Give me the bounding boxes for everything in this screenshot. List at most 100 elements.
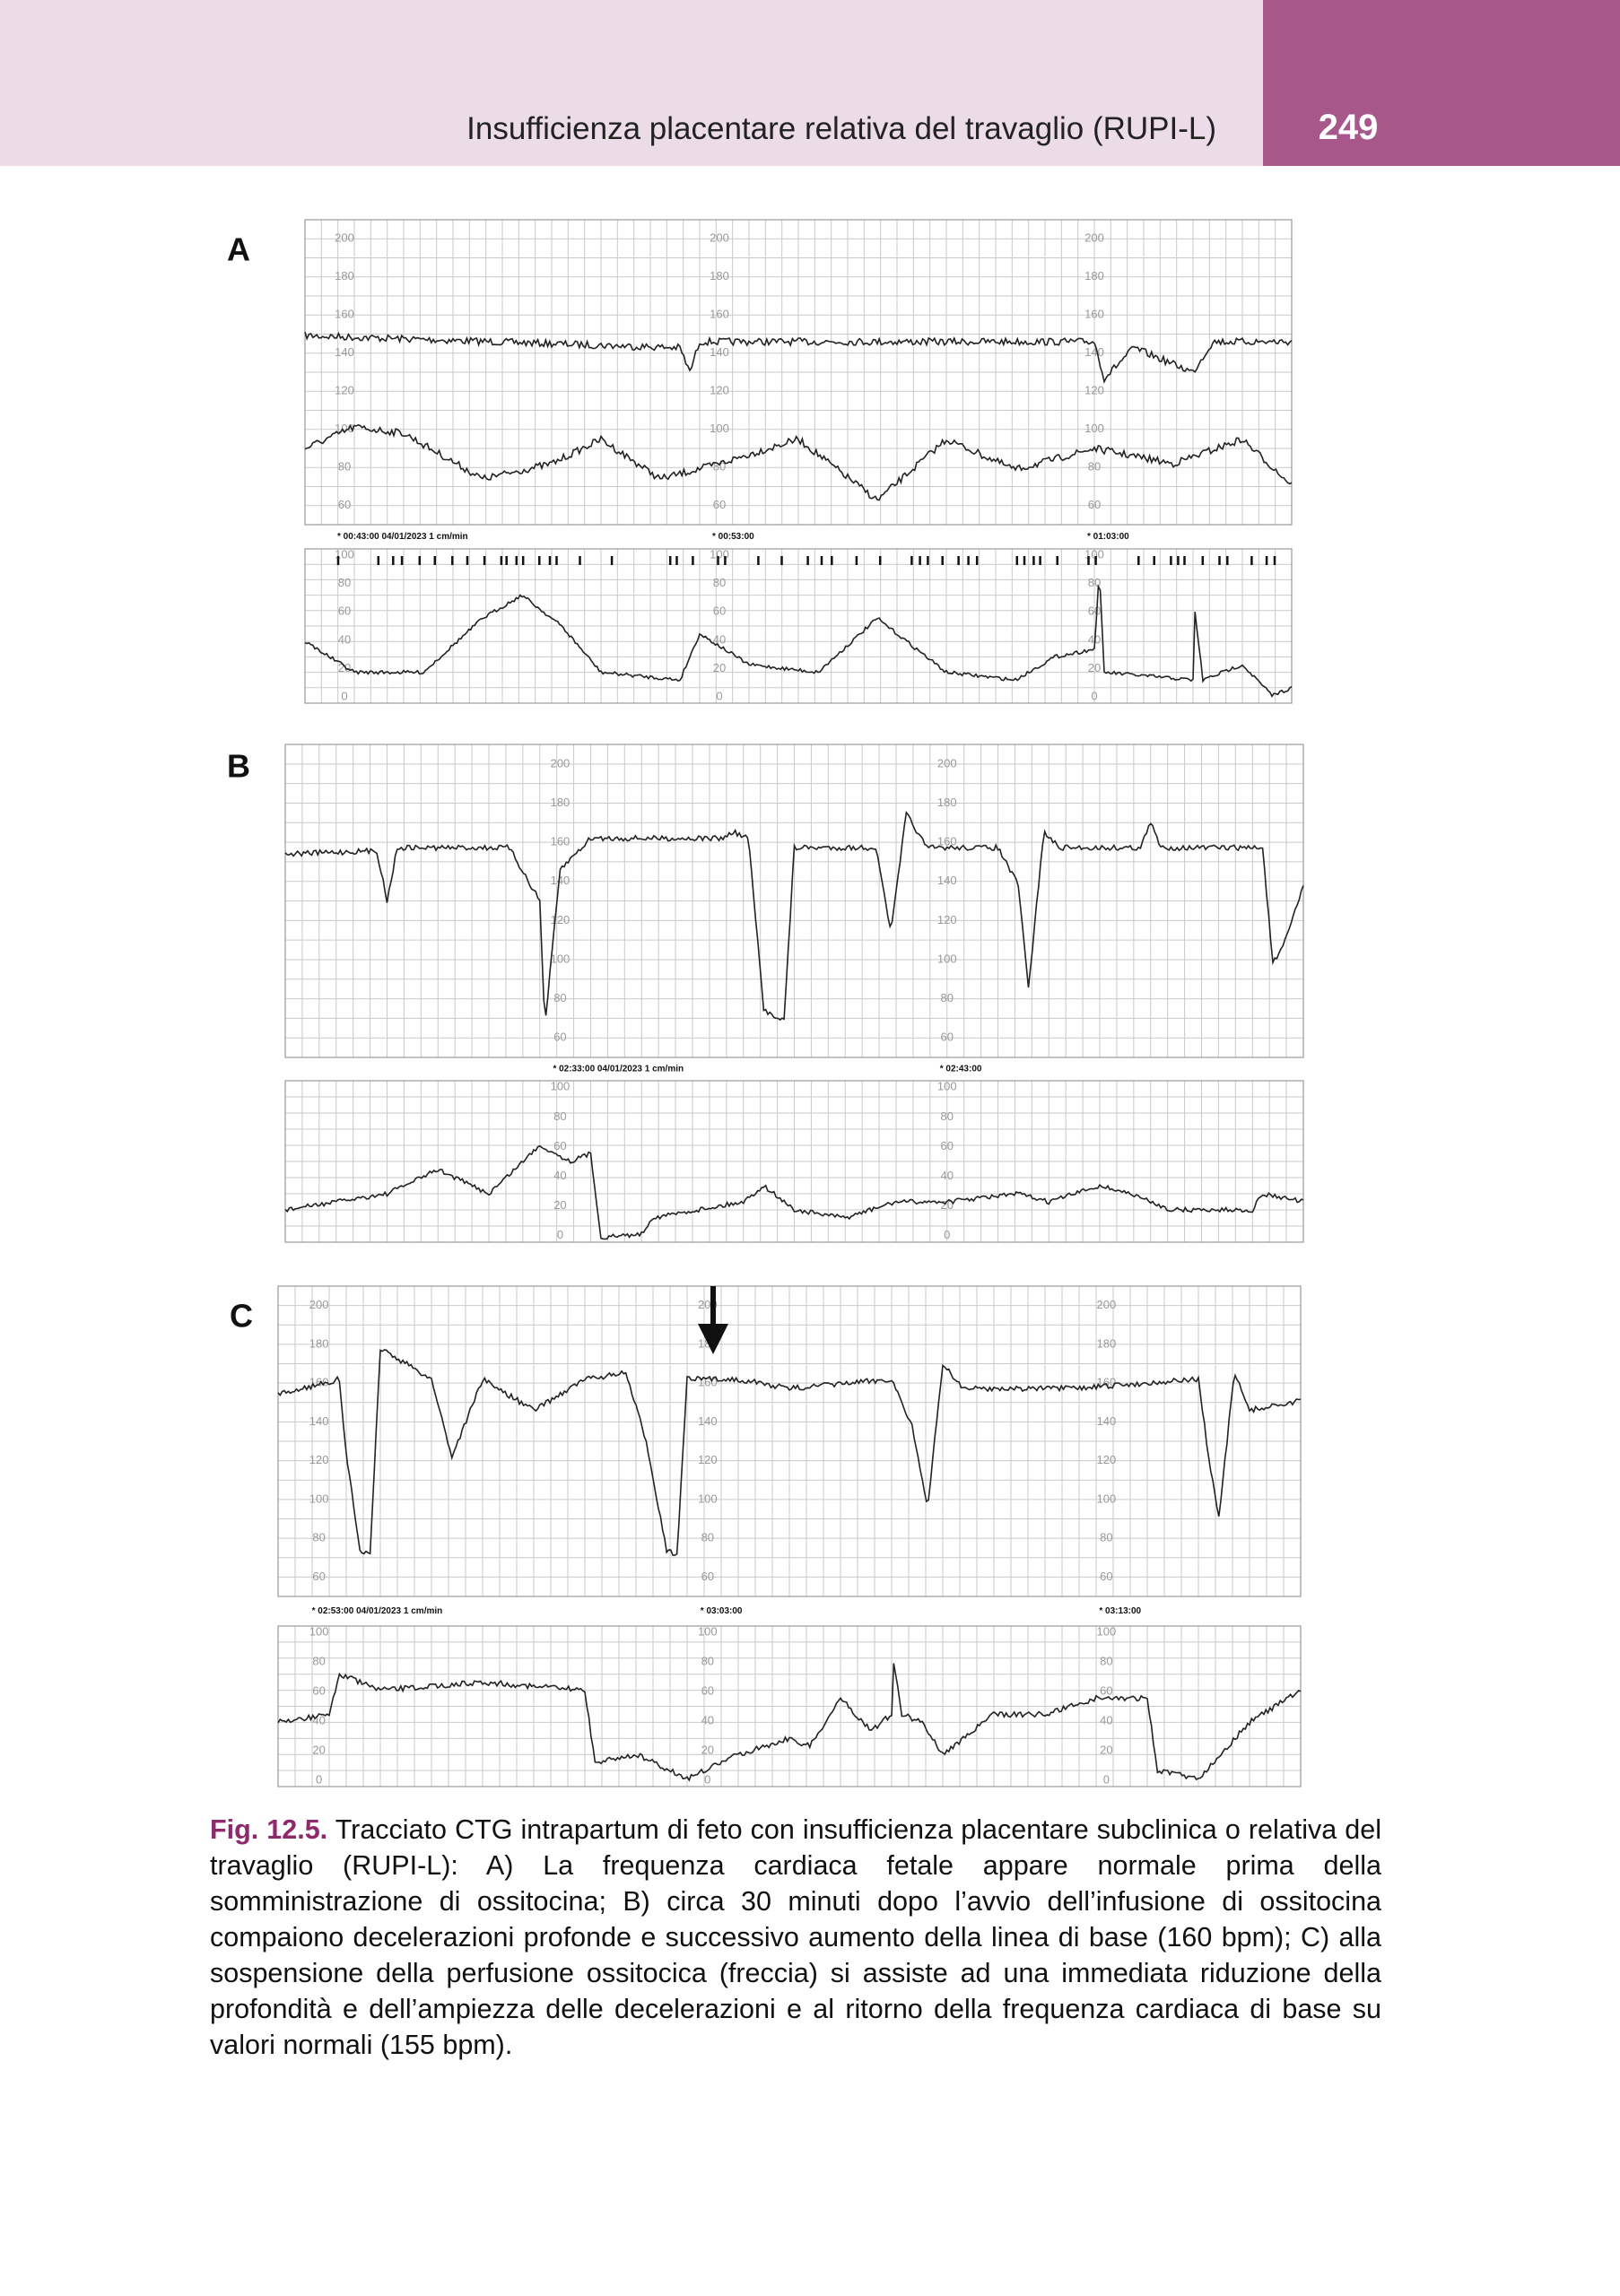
timestamp: * 02:33:00 04/01/2023 1 cm/min [553, 1065, 684, 1074]
fhr-tick-label: 80 [1100, 1531, 1112, 1544]
uc-tick-label: 20 [1088, 661, 1101, 674]
fhr-tick-label: 60 [338, 498, 351, 511]
fhr-tick-label: 160 [1084, 308, 1104, 321]
uc-tick-label: 100 [309, 1625, 329, 1639]
fhr-tick-label: 80 [941, 991, 954, 1004]
fhr-tick-label: 120 [309, 1453, 329, 1466]
uc-tick-label: 40 [713, 632, 726, 646]
uc-tick-label: 20 [553, 1198, 566, 1212]
header-tab [1263, 0, 1620, 166]
fhr-tick-label: 120 [1084, 384, 1104, 397]
grid-frame [304, 219, 1293, 526]
uc-tick-label: 20 [941, 1198, 954, 1212]
page-number: 249 [1318, 108, 1379, 147]
uc-tick-label: 60 [553, 1139, 566, 1152]
fhr-tick-label: 120 [1097, 1453, 1117, 1466]
fhr-tick-label: 180 [551, 796, 570, 809]
uc-tick-label: 100 [335, 547, 354, 561]
fhr-tick-label: 100 [937, 952, 957, 965]
fhr-tick-label: 180 [937, 796, 957, 809]
fhr-tick-label: 100 [309, 1492, 329, 1505]
ctg-figure: A 200180160140120100806010080604020020018… [227, 219, 1304, 1787]
uc-tick-label: 60 [312, 1683, 325, 1697]
figure-caption: Fig. 12.5. Tracciato CTG intrapartum di … [210, 1812, 1381, 2063]
timestamp: * 00:43:00 04/01/2023 1 cm/min [337, 532, 468, 542]
uc-tick-label: 60 [1100, 1683, 1112, 1697]
fhr-tick-label: 180 [309, 1336, 329, 1350]
caption-label: Fig. 12.5. [210, 1814, 328, 1845]
fhr-tick-label: 60 [553, 1031, 566, 1044]
fhr-tick-label: 160 [551, 835, 570, 848]
grid-frame [277, 1625, 1302, 1787]
grid-frame [284, 744, 1304, 1058]
timestamp: * 02:43:00 [940, 1065, 982, 1074]
fhr-tick-label: 120 [551, 913, 570, 926]
fhr-tick-label: 100 [710, 422, 729, 435]
uc-tick-label: 60 [701, 1683, 714, 1697]
uc-tick-label: 100 [1097, 1625, 1117, 1639]
grid-frame [304, 548, 1293, 704]
grid [304, 548, 1293, 704]
panel-label: B [227, 748, 250, 785]
fhr-tick-label: 140 [1084, 345, 1104, 359]
fhr-tick-label: 80 [338, 460, 351, 474]
fhr-tick-label: 140 [551, 874, 570, 887]
fhr-tick-label: 200 [1084, 231, 1104, 245]
fhr-tick-label: 200 [937, 756, 957, 770]
fhr-tick-label: 140 [937, 874, 957, 887]
fhr-tick-label: 140 [309, 1414, 329, 1428]
fhr-tick-label: 80 [1088, 460, 1101, 474]
uc-tick-label: 40 [312, 1713, 325, 1726]
fhr-tick-label: 80 [312, 1531, 325, 1544]
fhr-tick-label: 60 [1100, 1570, 1112, 1583]
uc-tick-label: 40 [1100, 1713, 1112, 1726]
panel-label: C [230, 1298, 253, 1335]
grid [284, 744, 1304, 1058]
fhr-trace [304, 423, 1293, 501]
fhr-tick-label: 200 [710, 231, 729, 245]
fhr-tick-label: 120 [937, 913, 957, 926]
grid-frame [284, 1080, 1304, 1243]
fhr-tick-label: 60 [941, 1031, 954, 1044]
grid [277, 1285, 1302, 1597]
fhr-tick-label: 140 [335, 345, 354, 359]
fhr-tick-label: 180 [1097, 1336, 1117, 1350]
uc-tick-label: 80 [941, 1109, 954, 1123]
fhr-tick-label: 200 [309, 1298, 329, 1311]
uc-tick-label: 0 [341, 690, 347, 703]
uc-tick-label: 40 [941, 1169, 954, 1182]
uc-tick-label: 100 [937, 1080, 957, 1093]
event-markers [336, 556, 1276, 565]
fhr-tick-label: 120 [698, 1453, 718, 1466]
uc-trace [277, 1663, 1302, 1782]
fhr-tick-label: 100 [698, 1492, 718, 1505]
fhr-tick-label: 80 [553, 991, 566, 1004]
uc-tick-label: 80 [713, 576, 726, 589]
uc-tick-label: 80 [312, 1655, 325, 1668]
uc-tick-label: 80 [1088, 576, 1101, 589]
fhr-tick-label: 120 [710, 384, 729, 397]
fhr-tick-label: 60 [701, 1570, 714, 1583]
fhr-tick-label: 100 [1097, 1492, 1117, 1505]
uc-tick-label: 0 [944, 1228, 950, 1241]
uc-tick-label: 20 [1100, 1743, 1112, 1756]
fhr-tick-label: 200 [335, 231, 354, 245]
uc-tick-label: 80 [553, 1109, 566, 1123]
caption-text: Tracciato CTG intrapartum di feto con in… [210, 1814, 1381, 2060]
uc-tick-label: 100 [551, 1080, 570, 1093]
fhr-tick-label: 140 [1097, 1414, 1117, 1428]
uc-tick-label: 0 [1091, 690, 1097, 703]
uc-tick-label: 0 [704, 1772, 710, 1786]
fhr-tick-label: 80 [701, 1531, 714, 1544]
fhr-tick-label: 180 [710, 269, 729, 283]
uc-tick-label: 0 [557, 1228, 563, 1241]
uc-tick-label: 20 [701, 1743, 714, 1756]
fhr-tick-label: 180 [1084, 269, 1104, 283]
fhr-tick-label: 60 [312, 1570, 325, 1583]
uc-tick-label: 80 [338, 576, 351, 589]
fhr-tick-label: 160 [710, 308, 729, 321]
timestamp: * 00:53:00 [712, 532, 754, 542]
running-title: Insufficienza placentare relativa del tr… [466, 111, 1216, 146]
grid-frame [277, 1285, 1302, 1597]
